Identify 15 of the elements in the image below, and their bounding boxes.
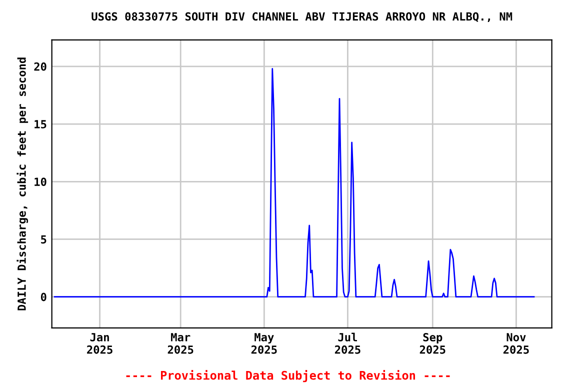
y-axis-title: DAILY Discharge, cubic feet per second	[16, 58, 28, 310]
y-tick-label: 0	[40, 292, 46, 302]
x-tick-label: Sep 2025	[420, 332, 446, 354]
text: ---- Provisional Data Subject to Revision ----	[126, 370, 450, 382]
line-series	[54, 68, 535, 298]
chart-title: USGS 08330775 SOUTH DIV CHANNEL ABV TIJERAS ARROYO NR ALBQ., NM	[92, 12, 512, 22]
x-tick-label: Jan 2025	[87, 333, 112, 354]
x-tick-label: May 2025	[251, 333, 277, 354]
y-tick-label: 5	[41, 235, 46, 244]
y-tick-label: 20	[34, 62, 46, 71]
x-tick-label: Mar 2025	[168, 333, 194, 354]
y-tick-label: 15	[34, 120, 46, 128]
x-tick-label: Jul 2025	[334, 332, 360, 354]
y-tick-label: 10	[34, 178, 46, 186]
x-tick-label: Nov 2025	[503, 333, 529, 354]
